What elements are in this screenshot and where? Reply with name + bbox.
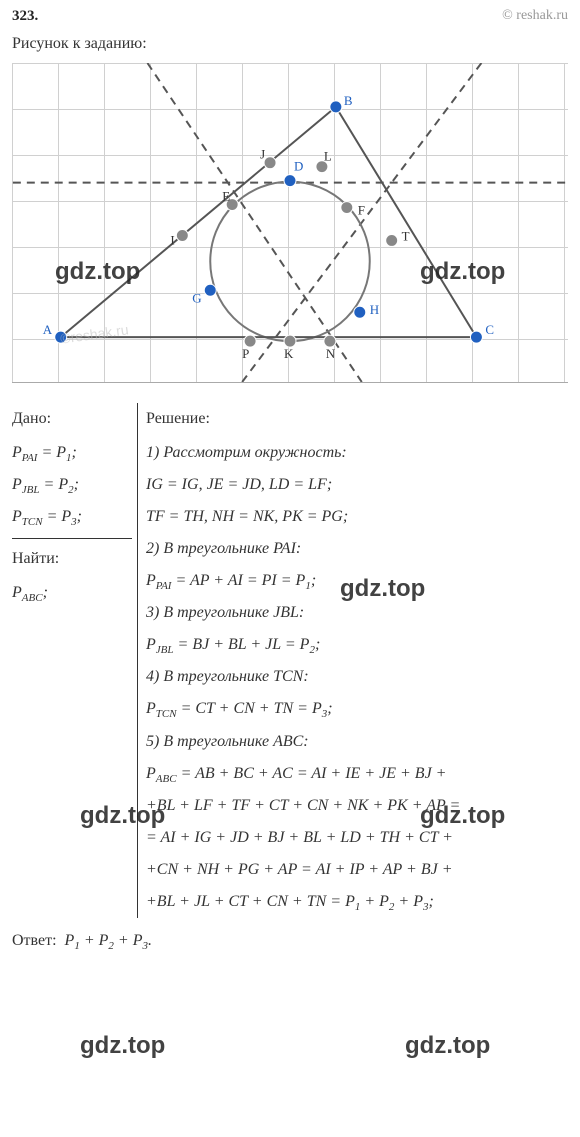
svg-text:P: P xyxy=(242,346,249,361)
svg-text:A: A xyxy=(43,322,53,337)
solution-line: PTCN = CT + CN + TN = P3; xyxy=(146,693,568,725)
svg-text:J: J xyxy=(260,147,265,162)
solution-line: 2) В треугольнике PAI: xyxy=(146,533,568,565)
svg-text:G: G xyxy=(192,290,201,305)
solution-line: +CN + NH + PG + AP = AI + IP + AP + BJ + xyxy=(146,854,568,886)
svg-text:L: L xyxy=(324,149,332,164)
svg-text:I: I xyxy=(170,232,174,247)
solution-line: 4) В треугольнике TCN: xyxy=(146,661,568,693)
subtitle: Рисунок к заданию: xyxy=(0,29,580,63)
svg-text:E: E xyxy=(222,189,230,204)
svg-text:D: D xyxy=(294,159,303,174)
given-label: Дано: xyxy=(12,403,129,435)
solution-line: TF = TH, NH = NK, PK = PG; xyxy=(146,501,568,533)
svg-text:T: T xyxy=(402,228,410,243)
find-label: Найти: xyxy=(12,543,129,575)
solution-line: PABC = AB + BC + AC = AI + IE + JE + BJ … xyxy=(146,758,568,790)
header: 323. © reshak.ru xyxy=(0,0,580,29)
solution-line: PJBL = BJ + BL + JL = P2; xyxy=(146,629,568,661)
svg-text:F: F xyxy=(358,203,365,218)
solution-label: Решение: xyxy=(146,403,568,435)
svg-text:H: H xyxy=(370,302,379,317)
geometry-diagram: A B C D E F G H I J K L N P T xyxy=(12,63,568,383)
solution-line: 1) Рассмотрим окружность: xyxy=(146,437,568,469)
problem-number: 323. xyxy=(12,8,38,25)
solution-line: 3) В треугольнике JBL: xyxy=(146,597,568,629)
divider xyxy=(12,538,132,539)
solution-line: 5) В треугольнике ABC: xyxy=(146,726,568,758)
given-line: PPAI = P1; xyxy=(12,437,129,469)
answer-label: Ответ: xyxy=(12,932,57,949)
svg-text:C: C xyxy=(485,322,494,337)
answer-row: Ответ: P1 + P2 + P3. xyxy=(12,932,568,952)
svg-text:N: N xyxy=(326,346,336,361)
answer-value: P1 + P2 + P3. xyxy=(65,932,152,949)
solution-grid: Дано: PPAI = P1;PJBL = P2;PTCN = P3; Най… xyxy=(12,403,568,918)
solution-line: +BL + JL + CT + CN + TN = P1 + P2 + P3; xyxy=(146,886,568,918)
svg-text:K: K xyxy=(284,346,294,361)
copyright: © reshak.ru xyxy=(502,8,568,25)
find-value: PABC; xyxy=(12,577,129,609)
given-column: Дано: PPAI = P1;PJBL = P2;PTCN = P3; Най… xyxy=(12,403,137,918)
solution-column: Решение: 1) Рассмотрим окружность:IG = I… xyxy=(138,403,568,918)
watermark: gdz.top xyxy=(405,1032,490,1060)
solution-line: = AI + IG + JD + BJ + BL + LD + TH + CT … xyxy=(146,822,568,854)
solution-line: +BL + LF + TF + CT + CN + NK + PK + AP = xyxy=(146,790,568,822)
watermark: gdz.top xyxy=(80,1032,165,1060)
svg-text:B: B xyxy=(344,93,353,108)
diagram-svg: A B C D E F G H I J K L N P T xyxy=(12,63,568,382)
solution-line: PPAI = AP + AI = PI = P1; xyxy=(146,565,568,597)
given-line: PTCN = P3; xyxy=(12,501,129,533)
solution-line: IG = IG, JE = JD, LD = LF; xyxy=(146,469,568,501)
given-line: PJBL = P2; xyxy=(12,469,129,501)
